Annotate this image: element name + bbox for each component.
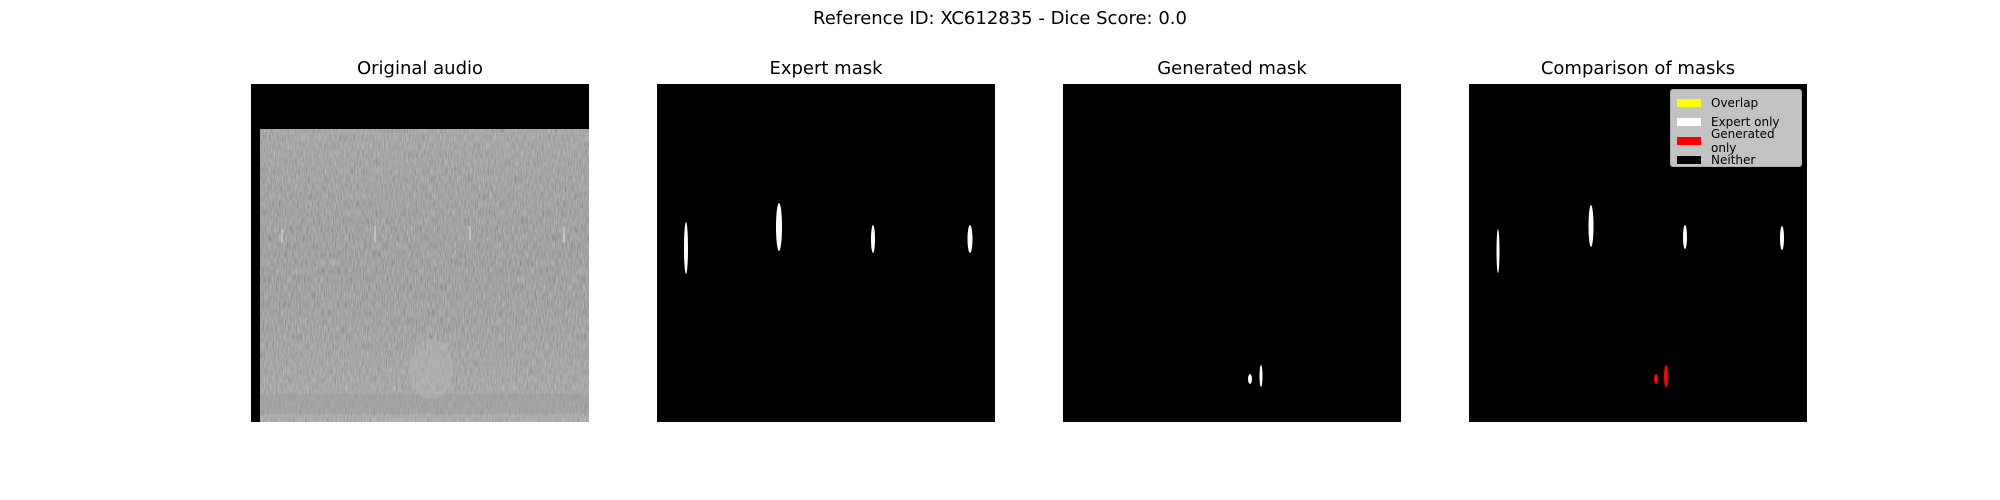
panel-title-original-audio: Original audio <box>356 58 484 79</box>
legend-label-overlap: Overlap <box>1711 95 1759 110</box>
legend-swatch-neither <box>1677 155 1701 164</box>
legend-label-generated-only: Generated only <box>1711 126 1775 155</box>
panel-title-comparison: Comparison of masks <box>1540 58 1736 79</box>
expert-mask-image <box>657 84 995 422</box>
generated-mask-blob-1 <box>1248 374 1252 384</box>
legend-label-neither: Neither <box>1711 152 1756 167</box>
legend-item-generated-only: Generated only <box>1677 127 1795 155</box>
legend-label-expert-only: Expert only <box>1711 114 1780 129</box>
legend-swatch-generated-only <box>1677 136 1701 145</box>
comparison-expert-blob-3 <box>1683 225 1687 249</box>
expert-mask-blob-3 <box>871 225 875 253</box>
panel-title-generated-mask: Generated mask <box>1157 58 1307 79</box>
expert-mask-blob-2 <box>776 203 782 251</box>
legend-swatch-overlap <box>1677 98 1701 107</box>
legend-swatch-expert-only <box>1677 117 1701 126</box>
comparison-expert-blob-2 <box>1588 205 1594 247</box>
figure-title: Reference ID: XC612835 - Dice Score: 0.0 <box>813 8 1187 29</box>
comparison-expert-blob-1 <box>1496 229 1500 273</box>
original-audio-spectrogram <box>251 84 589 422</box>
expert-mask-blob-4 <box>967 225 973 253</box>
comparison-generated-blob-1 <box>1654 374 1658 384</box>
comparison-legend: Overlap Expert only Generated only Neith… <box>1670 89 1802 167</box>
generated-mask-image <box>1063 84 1401 422</box>
expert-mask-blob-1 <box>684 222 688 274</box>
comparison-generated-blob-2 <box>1664 365 1668 387</box>
comparison-expert-blob-4 <box>1780 226 1784 250</box>
generated-mask-blob-2 <box>1259 365 1263 387</box>
legend-item-expert-only: Expert only <box>1677 112 1795 131</box>
panel-title-expert-mask: Expert mask <box>769 58 883 79</box>
legend-item-overlap: Overlap <box>1677 93 1795 112</box>
spectrogram-image <box>251 84 589 422</box>
legend-item-neither: Neither <box>1677 150 1795 169</box>
comparison-mask-image: Overlap Expert only Generated only Neith… <box>1469 84 1807 422</box>
